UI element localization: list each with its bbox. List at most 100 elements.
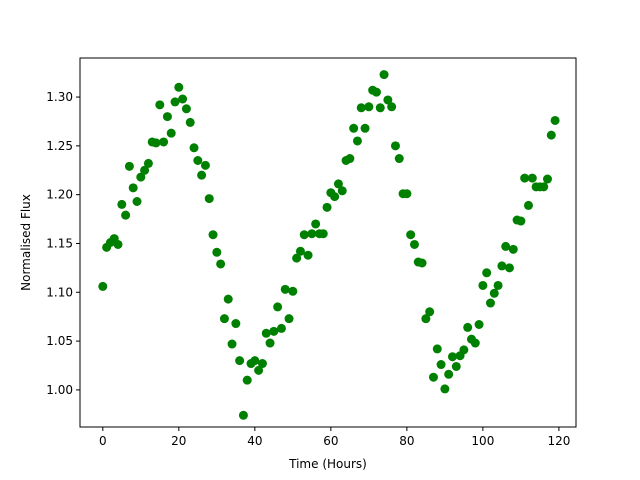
data-point bbox=[474, 320, 484, 329]
data-point bbox=[489, 288, 499, 298]
data-point bbox=[520, 173, 530, 183]
y-axis-ticks: 1.00 1.05 1.10 1.15 1.20 1.25 1.30 bbox=[46, 90, 80, 397]
data-point bbox=[501, 241, 511, 251]
data-point bbox=[140, 165, 150, 175]
data-point bbox=[276, 323, 286, 333]
data-point bbox=[504, 263, 514, 273]
data-point bbox=[181, 104, 191, 114]
data-point bbox=[482, 268, 492, 278]
y-tick-label: 1.25 bbox=[46, 139, 73, 153]
data-point bbox=[390, 141, 400, 151]
x-axis-label: Time (Hours) bbox=[288, 457, 367, 471]
data-point bbox=[409, 239, 419, 249]
data-point bbox=[280, 284, 290, 294]
data-point bbox=[235, 356, 245, 366]
data-point bbox=[394, 154, 404, 164]
data-point bbox=[451, 361, 461, 371]
data-point bbox=[200, 160, 210, 170]
data-point bbox=[307, 229, 317, 239]
y-axis-label: Normalised Flux bbox=[19, 194, 33, 291]
data-point bbox=[197, 170, 207, 180]
data-point bbox=[273, 302, 283, 312]
data-point bbox=[151, 138, 161, 148]
data-point bbox=[497, 261, 507, 271]
data-point bbox=[159, 137, 169, 147]
data-point bbox=[516, 216, 526, 226]
data-point bbox=[542, 174, 552, 184]
data-point bbox=[299, 230, 309, 240]
data-point bbox=[360, 123, 370, 133]
data-point bbox=[311, 219, 321, 229]
data-point bbox=[261, 328, 271, 338]
data-point bbox=[493, 280, 503, 290]
data-point bbox=[98, 281, 108, 291]
data-point bbox=[117, 199, 127, 209]
data-point bbox=[485, 298, 495, 308]
data-point bbox=[322, 202, 332, 212]
data-point bbox=[318, 229, 328, 239]
data-point bbox=[265, 338, 275, 348]
data-point bbox=[292, 253, 302, 263]
data-point bbox=[345, 154, 355, 164]
data-point bbox=[550, 115, 560, 125]
data-point bbox=[371, 87, 381, 97]
data-point bbox=[170, 97, 180, 107]
data-point bbox=[349, 123, 359, 133]
data-point bbox=[238, 410, 248, 420]
x-tick-label: 60 bbox=[323, 434, 338, 448]
data-point bbox=[216, 259, 226, 269]
x-tick-label: 0 bbox=[99, 434, 107, 448]
data-point bbox=[288, 286, 298, 296]
plot-frame bbox=[79, 57, 577, 428]
data-point bbox=[478, 280, 488, 290]
x-tick-label: 100 bbox=[471, 434, 494, 448]
data-point bbox=[379, 70, 389, 80]
data-point bbox=[383, 95, 393, 105]
data-point bbox=[132, 197, 142, 206]
data-point bbox=[269, 326, 279, 336]
data-point bbox=[227, 339, 237, 349]
data-point bbox=[174, 82, 184, 92]
x-tick-label: 40 bbox=[247, 434, 262, 448]
data-point bbox=[178, 94, 188, 104]
data-point bbox=[428, 372, 438, 382]
data-point bbox=[337, 186, 347, 196]
data-point bbox=[508, 244, 518, 254]
x-axis-ticks: 0 20 40 60 80 100 120 bbox=[99, 427, 570, 448]
data-point bbox=[254, 365, 264, 375]
data-point bbox=[208, 230, 218, 240]
data-point bbox=[417, 258, 427, 268]
data-point bbox=[406, 230, 416, 240]
data-point bbox=[375, 103, 385, 113]
data-point bbox=[189, 143, 199, 153]
data-point bbox=[231, 319, 241, 329]
data-point bbox=[124, 161, 134, 171]
data-point bbox=[432, 344, 442, 354]
data-point bbox=[193, 156, 203, 165]
data-point bbox=[387, 102, 397, 112]
data-point bbox=[242, 375, 252, 385]
data-point bbox=[166, 128, 176, 138]
data-point bbox=[113, 239, 123, 249]
x-tick-label: 80 bbox=[399, 434, 414, 448]
data-point bbox=[364, 102, 374, 112]
data-point bbox=[470, 338, 480, 348]
data-point bbox=[143, 158, 153, 168]
y-tick-label: 1.30 bbox=[46, 90, 73, 104]
data-point bbox=[421, 314, 431, 324]
data-point bbox=[539, 182, 549, 192]
y-tick-label: 1.10 bbox=[46, 285, 73, 299]
data-point bbox=[425, 307, 435, 317]
data-point bbox=[356, 103, 366, 113]
data-point bbox=[219, 314, 229, 324]
y-tick-label: 1.00 bbox=[46, 383, 73, 397]
data-point bbox=[303, 250, 313, 260]
data-point bbox=[204, 194, 214, 204]
data-point bbox=[121, 210, 131, 220]
data-point bbox=[444, 369, 454, 379]
data-point bbox=[295, 246, 305, 256]
y-tick-label: 1.05 bbox=[46, 334, 73, 348]
data-point bbox=[352, 136, 362, 146]
